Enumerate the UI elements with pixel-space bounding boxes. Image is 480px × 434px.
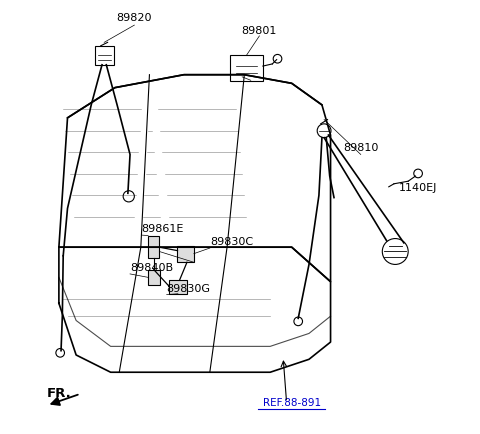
- Text: 89830C: 89830C: [210, 237, 253, 247]
- Bar: [178, 246, 194, 262]
- Text: 89840B: 89840B: [130, 263, 173, 273]
- Bar: [148, 236, 159, 258]
- Text: 89820: 89820: [117, 13, 152, 23]
- Bar: [148, 270, 160, 285]
- Bar: [230, 55, 263, 81]
- Text: 1140EJ: 1140EJ: [399, 183, 437, 193]
- Bar: [95, 46, 114, 65]
- Text: 89830G: 89830G: [167, 284, 211, 294]
- Text: FR.: FR.: [47, 387, 72, 400]
- Text: REF.88-891: REF.88-891: [263, 398, 321, 408]
- Bar: [169, 280, 187, 294]
- Text: 89801: 89801: [242, 26, 277, 36]
- Text: 89810: 89810: [343, 143, 378, 153]
- Text: 89861E: 89861E: [142, 224, 184, 234]
